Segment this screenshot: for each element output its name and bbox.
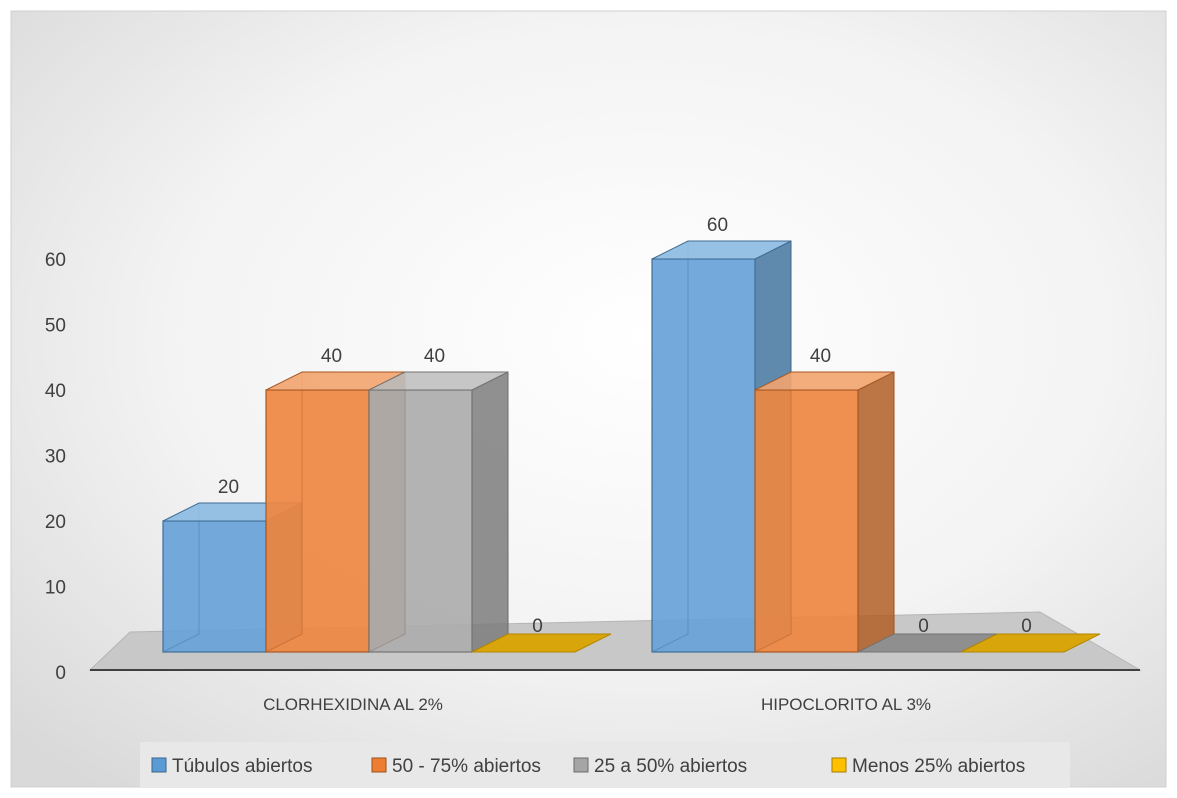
y-tick-label: 10	[45, 578, 66, 599]
bar-front	[754, 389, 859, 653]
bar	[960, 633, 1101, 653]
bar-front	[368, 389, 473, 653]
y-tick-label: 60	[45, 250, 66, 271]
bar-top	[754, 371, 895, 391]
bar	[754, 371, 895, 653]
bar-front	[265, 389, 370, 653]
data-label: 0	[1021, 616, 1032, 637]
legend-label: 25 a 50% abiertos	[594, 756, 747, 777]
bar-top	[368, 371, 509, 391]
bar-edge	[162, 633, 200, 653]
data-label: 0	[918, 616, 929, 637]
data-label: 60	[707, 215, 728, 236]
y-tick-label: 30	[45, 447, 66, 468]
legend-label: 50 - 75% abiertos	[392, 756, 541, 777]
legend-swatch	[151, 757, 167, 773]
legend: Túbulos abiertos 50 - 75% abiertos 25 a 50…	[140, 742, 1070, 788]
x-category-label: HIPOCLORITO AL 3%	[761, 695, 931, 714]
legend-label: Túbulos abiertos	[172, 756, 312, 777]
y-tick-label: 50	[45, 316, 66, 337]
bar	[368, 371, 509, 653]
data-label: 0	[532, 616, 543, 637]
legend-label: Menos 25% abiertos	[852, 756, 1025, 777]
bar-edge	[368, 633, 406, 653]
bar-front	[651, 258, 756, 653]
bar-front	[162, 520, 267, 653]
y-tick-label: 20	[45, 512, 66, 533]
bar-edge	[754, 633, 792, 653]
y-tick-label: 0	[55, 663, 66, 684]
data-label: 40	[321, 346, 342, 367]
x-category-label: CLORHEXIDINA AL 2%	[263, 695, 443, 714]
bar-edge	[265, 633, 303, 653]
legend-swatch	[831, 757, 847, 773]
bar-edge	[651, 633, 689, 653]
y-tick-label: 40	[45, 381, 66, 402]
data-label: 40	[810, 346, 831, 367]
bar-top	[651, 240, 792, 260]
data-label: 40	[424, 346, 445, 367]
legend-swatch	[371, 757, 387, 773]
bar-flat	[960, 633, 1101, 653]
bar-flat	[471, 633, 612, 653]
data-label: 20	[218, 477, 239, 498]
legend-box	[140, 742, 1070, 788]
bar-side	[471, 371, 509, 653]
bar	[471, 633, 612, 653]
bar-side	[857, 371, 895, 653]
legend-swatch	[573, 757, 589, 773]
